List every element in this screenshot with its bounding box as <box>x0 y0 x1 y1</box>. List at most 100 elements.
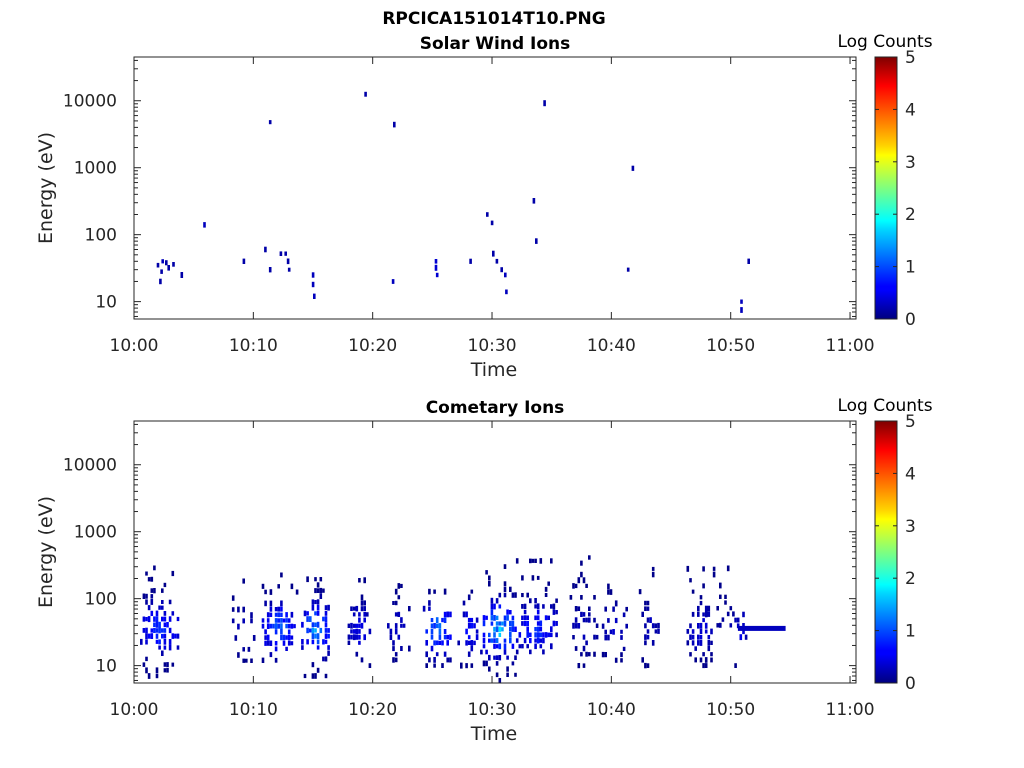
data-cell <box>269 640 273 646</box>
data-cell <box>531 558 535 563</box>
data-cell <box>360 657 364 663</box>
data-cell <box>314 588 317 594</box>
data-cell <box>280 606 283 612</box>
data-cell <box>607 583 610 590</box>
data-cell <box>699 600 703 606</box>
data-cell <box>539 644 543 649</box>
colorbar-label: Log Counts <box>837 32 932 52</box>
x-axis-label: Time <box>470 359 518 381</box>
data-cell <box>287 629 291 635</box>
data-cell <box>160 269 163 274</box>
data-cell <box>165 260 168 266</box>
data-cell <box>280 634 283 641</box>
data-cell <box>428 606 431 611</box>
data-cell <box>495 621 499 626</box>
data-cell <box>428 657 431 663</box>
data-cell <box>493 626 496 632</box>
data-cell <box>397 634 401 640</box>
data-cell <box>626 267 630 272</box>
x-tick-label: 10:20 <box>348 336 397 356</box>
data-cell <box>269 612 273 617</box>
data-cell <box>441 663 444 668</box>
data-cell <box>301 621 304 628</box>
data-cell <box>625 606 628 612</box>
data-cell <box>742 611 745 618</box>
data-cell <box>446 640 449 646</box>
data-cell <box>475 634 479 640</box>
data-cell <box>704 605 708 612</box>
data-cell <box>363 634 366 641</box>
data-cell <box>555 621 558 626</box>
data-cell <box>694 646 697 651</box>
data-cell <box>641 611 644 617</box>
data-cell <box>691 589 695 594</box>
data-cell <box>511 615 515 621</box>
data-cell <box>311 639 315 645</box>
data-cell <box>495 672 499 678</box>
data-cell <box>734 617 737 623</box>
data-cell <box>654 623 658 629</box>
data-cell <box>434 264 438 271</box>
data-cell <box>495 615 499 620</box>
data-cell <box>582 577 586 584</box>
data-cell <box>242 258 246 264</box>
data-cell <box>180 272 184 278</box>
data-cell <box>460 662 463 669</box>
data-cell <box>691 640 695 646</box>
data-cell <box>360 606 364 612</box>
data-cell <box>324 616 328 622</box>
data-cell <box>726 611 730 617</box>
x-tick-label: 10:00 <box>110 336 159 356</box>
data-cell <box>319 593 323 599</box>
data-cell <box>702 612 705 617</box>
data-cell <box>319 587 323 594</box>
data-cell <box>358 629 361 634</box>
data-cell <box>699 628 703 635</box>
data-cell <box>290 623 294 629</box>
data-cell <box>261 657 265 663</box>
data-cell <box>588 652 591 657</box>
data-cell <box>710 657 713 663</box>
data-cell <box>176 616 180 622</box>
data-cell <box>280 572 283 578</box>
x-tick-label: 10:30 <box>468 700 517 720</box>
data-cell <box>523 621 527 627</box>
data-cell <box>485 660 488 667</box>
data-cell <box>425 651 428 658</box>
data-cell <box>495 655 499 660</box>
panel-solar-wind-ions: Solar Wind Ions 10:00 10:10 10:20 10:30 10:40… <box>35 32 933 381</box>
data-cell <box>433 623 436 629</box>
data-cell <box>482 620 486 627</box>
data-cell <box>534 558 537 563</box>
data-cell <box>287 640 291 646</box>
data-cell <box>438 628 442 635</box>
data-cell <box>521 575 524 581</box>
colorbar-tick-label: 2 <box>905 205 916 225</box>
data-cell <box>264 246 267 253</box>
data-cell <box>620 658 623 663</box>
data-cell <box>433 640 436 646</box>
x-tick-label: 10:40 <box>587 336 636 356</box>
data-cell <box>237 606 240 613</box>
data-cell <box>176 633 180 639</box>
data-cell <box>569 595 573 600</box>
data-cell <box>585 583 588 588</box>
colorbar-tick-label: 3 <box>905 517 916 537</box>
data-cell <box>449 657 452 663</box>
data-cell <box>269 589 273 595</box>
data-cell <box>316 599 320 605</box>
data-cell <box>614 617 618 624</box>
data-cell <box>311 673 315 679</box>
data-cell <box>237 623 240 630</box>
data-cell <box>314 577 317 582</box>
data-cell <box>712 566 716 571</box>
data-cell <box>498 643 502 650</box>
spectrogram-cells <box>156 91 750 313</box>
data-cell <box>358 617 361 623</box>
data-cell <box>266 623 270 629</box>
data-cell <box>646 629 650 634</box>
data-cell <box>555 610 558 615</box>
data-cell <box>697 612 700 617</box>
data-cell <box>324 605 328 611</box>
data-cell <box>704 663 708 668</box>
